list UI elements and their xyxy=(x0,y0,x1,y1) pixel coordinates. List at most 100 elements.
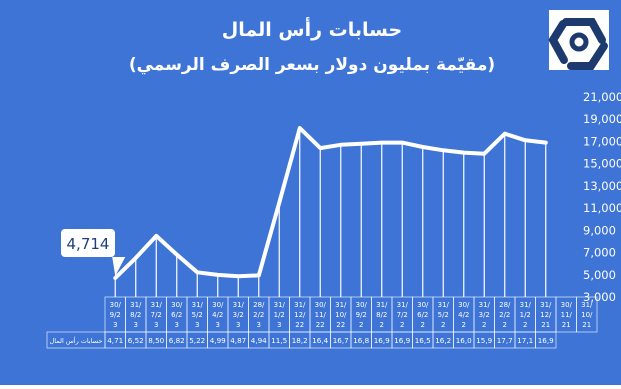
x-tick-label: 31/ xyxy=(192,301,204,309)
x-tick-label: 8/2 xyxy=(130,311,141,319)
x-tick-label: 31/ xyxy=(274,301,286,309)
x-tick-label: 2 xyxy=(503,321,507,329)
y-tick-label: 15,000 xyxy=(583,157,621,171)
table-value-cell xyxy=(535,331,557,349)
x-tick-label: 2 xyxy=(441,321,445,329)
x-tick-label: 6/2 xyxy=(171,311,182,319)
x-tick-label: 4/2 xyxy=(458,311,469,319)
x-tick-label: 30/ xyxy=(212,301,224,309)
x-tick-label: 7/2 xyxy=(397,311,408,319)
x-tick-label: 31/ xyxy=(540,301,552,309)
x-tick-label: 10/ xyxy=(581,311,593,319)
x-tick-label: 3 xyxy=(236,321,240,329)
x-tick-label: 31/ xyxy=(233,301,245,309)
x-tick-label: 28/ xyxy=(253,301,265,309)
x-tick-label: 31/ xyxy=(520,301,532,309)
x-tick-label: 31/ xyxy=(335,301,347,309)
data-point xyxy=(421,145,425,149)
data-point xyxy=(318,146,322,150)
data-label: 4,94 xyxy=(251,336,267,345)
x-tick-label: 3/2 xyxy=(233,311,244,319)
data-point xyxy=(175,252,179,257)
y-tick-label: 7,000 xyxy=(583,246,616,260)
x-tick-label: 2 xyxy=(482,321,486,329)
data-label: 16,8 xyxy=(353,336,369,345)
data-label: 17,7 xyxy=(497,336,513,345)
data-label: 8,50 xyxy=(148,336,164,345)
data-label: 16,9 xyxy=(538,336,554,345)
data-label: 16,4 xyxy=(312,336,328,345)
data-point xyxy=(359,142,363,146)
x-tick-label: 31/ xyxy=(151,301,163,309)
data-point xyxy=(441,148,445,152)
x-tick-label: 9/2 xyxy=(356,311,367,319)
data-point xyxy=(482,152,486,156)
data-label: 5,22 xyxy=(189,336,205,345)
x-tick-label: 30/ xyxy=(561,301,573,309)
data-point xyxy=(339,143,343,147)
data-label: 6,82 xyxy=(169,336,185,345)
data-label: 17,1 xyxy=(517,336,533,345)
table-header-cell xyxy=(576,296,598,333)
data-point xyxy=(503,132,507,136)
data-point xyxy=(277,200,281,205)
y-tick-label: 19,000 xyxy=(583,112,621,126)
data-label: 11,5 xyxy=(271,336,287,345)
data-point xyxy=(257,273,261,278)
x-tick-label: 31/ xyxy=(130,301,142,309)
x-tick-label: 2 xyxy=(400,321,404,329)
x-tick-label: 11/ xyxy=(315,311,327,319)
x-tick-label: 9/2 xyxy=(110,311,121,319)
chart-title: حسابات رأس المال xyxy=(222,17,402,41)
x-tick-label: 2/2 xyxy=(253,311,264,319)
x-tick-label: 5/2 xyxy=(438,311,449,319)
data-label: 18,2 xyxy=(292,336,308,345)
x-tick-label: 3 xyxy=(134,321,138,329)
x-tick-label: 10/ xyxy=(335,311,347,319)
data-points xyxy=(113,126,548,280)
data-point xyxy=(400,140,404,145)
x-tick-label: 30/ xyxy=(110,301,122,309)
y-tick-label: 21,000 xyxy=(583,90,621,104)
data-label: 16,9 xyxy=(374,336,390,345)
callout-pointer xyxy=(112,257,126,276)
data-label: 4,71 xyxy=(107,336,123,345)
data-label: 15,9 xyxy=(476,336,492,345)
data-label: 16,2 xyxy=(435,336,451,345)
data-point xyxy=(216,273,220,277)
x-tick-label: 3 xyxy=(113,321,117,329)
x-tick-label: 1/2 xyxy=(274,311,285,319)
x-tick-label: 2/2 xyxy=(499,311,510,319)
x-tick-label: 12/ xyxy=(294,311,306,319)
x-tick-label: 11/ xyxy=(561,311,573,319)
x-tick-label: 21 xyxy=(562,321,571,329)
data-label: 16,7 xyxy=(333,336,349,345)
x-tick-label: 3 xyxy=(175,321,179,329)
data-label: 16,9 xyxy=(394,336,410,345)
x-tick-label: 3 xyxy=(277,321,281,329)
series-line-capital-accounts xyxy=(113,126,548,280)
data-label: 16,0 xyxy=(456,336,472,345)
x-tick-label: 7/2 xyxy=(151,311,162,319)
y-tick-label: 9,000 xyxy=(583,223,616,237)
x-tick-label: 3 xyxy=(257,321,261,329)
x-tick-label: 3 xyxy=(154,321,158,329)
data-table: 30/9/2 3 31/8/2 3 31/7/2 3 30/6/2 3 31/5/2 3 30/4/… xyxy=(46,296,598,349)
series-name-label: حسابات رأس المال xyxy=(50,336,103,345)
x-tick-label: 1/2 xyxy=(520,311,531,319)
drop-lines xyxy=(114,128,547,297)
y-tick-label: 17,000 xyxy=(583,134,621,148)
x-tick-label: 30/ xyxy=(315,301,327,309)
data-point xyxy=(380,140,384,145)
x-tick-label: 6/2 xyxy=(417,311,428,319)
x-tick-label: 31/ xyxy=(294,301,306,309)
x-tick-label: 22 xyxy=(336,321,345,329)
y-axis: 21,000 19,000 17,000 15,000 13,000 11,000 9,00… xyxy=(583,90,621,304)
data-label: 16,5 xyxy=(415,336,431,345)
x-tick-label: 22 xyxy=(316,321,325,329)
x-tick-label: 30/ xyxy=(417,301,429,309)
x-tick-label: 31/ xyxy=(438,301,450,309)
x-tick-label: 31/ xyxy=(581,301,593,309)
x-tick-label: 2 xyxy=(462,321,466,329)
